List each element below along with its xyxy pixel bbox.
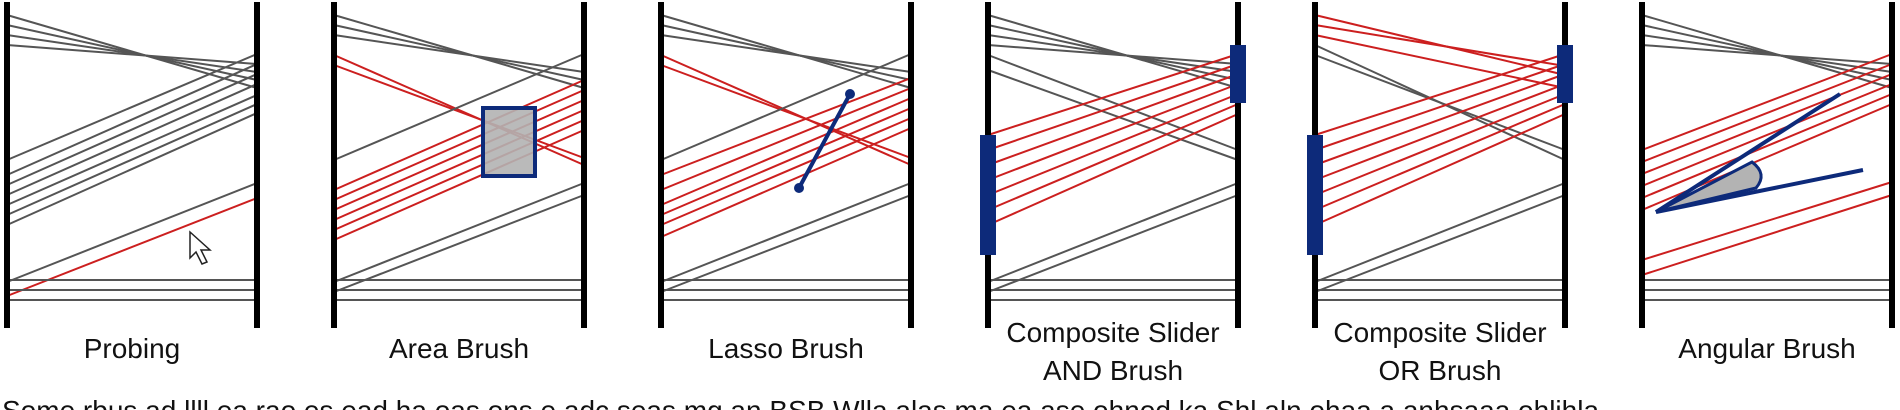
panel-lasso-brush: Lasso Brush — [658, 2, 914, 364]
highlighted-polyline — [333, 119, 585, 231]
panel-label-lasso-brush: Lasso Brush — [708, 333, 864, 364]
panel-label-composite-and: Composite Slider — [1006, 317, 1219, 348]
polyline — [987, 69, 1239, 161]
highlighted-polyline — [6, 197, 258, 297]
right-axis-slider[interactable] — [1230, 45, 1246, 103]
polyline — [333, 182, 585, 283]
highlighted-polyline — [660, 97, 912, 206]
lasso-end-handle[interactable] — [845, 89, 855, 99]
highlighted-polyline — [1314, 53, 1566, 136]
panel-label-composite-or: OR Brush — [1379, 355, 1502, 386]
highlighted-polyline — [987, 63, 1239, 151]
lasso-stroke[interactable] — [797, 93, 852, 189]
highlighted-polyline — [660, 77, 912, 176]
highlighted-polyline — [333, 54, 585, 166]
polyline — [6, 44, 258, 65]
highlighted-polyline — [333, 109, 585, 221]
polyline — [660, 182, 912, 283]
angular-wedge[interactable] — [1655, 160, 1763, 214]
highlighted-polyline — [1314, 113, 1566, 226]
left-axis-slider[interactable] — [980, 135, 996, 255]
polyline — [1641, 44, 1893, 65]
polyline — [1314, 54, 1566, 151]
panel-label-angular-brush: Angular Brush — [1678, 333, 1855, 364]
polyline — [660, 34, 912, 73]
polyline — [987, 182, 1239, 283]
left-axis-slider[interactable] — [1307, 135, 1323, 255]
highlighted-polyline — [1314, 73, 1566, 166]
lasso-start-handle[interactable] — [794, 183, 804, 193]
highlighted-polyline — [1641, 194, 1893, 276]
panel-label-composite-and: AND Brush — [1043, 355, 1183, 386]
polyline — [987, 54, 1239, 151]
polyline — [333, 34, 585, 73]
highlighted-polyline — [1641, 53, 1893, 151]
panel-probing: Probing — [4, 2, 260, 364]
polyline — [6, 73, 258, 186]
polyline — [333, 194, 585, 293]
highlighted-polyline — [333, 64, 585, 159]
polyline — [6, 182, 258, 283]
panel-angular-brush: Angular Brush — [1639, 2, 1895, 364]
highlighted-polyline — [333, 79, 585, 191]
polyline — [1314, 194, 1566, 293]
highlighted-polyline — [1641, 93, 1893, 199]
polyline — [6, 94, 258, 206]
highlighted-polyline — [660, 117, 912, 226]
highlighted-polyline — [333, 129, 585, 241]
polyline — [660, 194, 912, 293]
panel-composite-and: Composite Slider AND Brush — [980, 2, 1246, 386]
polyline — [6, 53, 258, 161]
angular-upper-arm[interactable] — [1654, 92, 1842, 214]
area-brush-rectangle[interactable] — [481, 106, 537, 178]
highlighted-polyline — [987, 53, 1239, 136]
panel-area-brush: Area Brush — [331, 2, 587, 364]
panel-label-composite-or: Composite Slider — [1333, 317, 1546, 348]
highlighted-polyline — [987, 93, 1239, 196]
panel-label-area-brush: Area Brush — [389, 333, 529, 364]
polyline — [6, 103, 258, 216]
polyline — [333, 53, 585, 161]
panel-label-probing: Probing — [84, 333, 181, 364]
angular-lower-arm[interactable] — [1655, 168, 1864, 214]
highlighted-polyline — [1641, 63, 1893, 163]
highlighted-polyline — [987, 73, 1239, 166]
highlighted-polyline — [1314, 63, 1566, 151]
caption-text: Some rbus ad llll ea rao es ead ha oas o… — [2, 395, 1599, 410]
polyline — [6, 112, 258, 226]
highlighted-polyline — [660, 64, 912, 159]
highlighted-polyline — [987, 113, 1239, 226]
highlighted-polyline — [1641, 73, 1893, 175]
highlighted-polyline — [1314, 103, 1566, 211]
polyline — [987, 194, 1239, 293]
highlighted-polyline — [1314, 83, 1566, 181]
highlighted-polyline — [1641, 83, 1893, 187]
highlighted-polyline — [1641, 181, 1893, 261]
highlighted-polyline — [1314, 93, 1566, 196]
highlighted-polyline — [1314, 24, 1566, 67]
highlighted-polyline — [660, 127, 912, 238]
panel-composite-or: Composite Slider OR Brush — [1307, 2, 1573, 386]
right-axis-slider[interactable] — [1557, 45, 1573, 103]
highlighted-polyline — [987, 103, 1239, 211]
highlighted-polyline — [660, 87, 912, 191]
highlighted-polyline — [333, 89, 585, 201]
highlighted-polyline — [660, 107, 912, 216]
highlighted-polyline — [987, 83, 1239, 181]
highlighted-polyline — [333, 99, 585, 211]
polyline — [6, 63, 258, 176]
polyline — [1314, 182, 1566, 283]
polyline — [987, 44, 1239, 65]
polyline — [660, 53, 912, 161]
polyline — [6, 83, 258, 196]
cursor-icon[interactable] — [189, 230, 212, 265]
